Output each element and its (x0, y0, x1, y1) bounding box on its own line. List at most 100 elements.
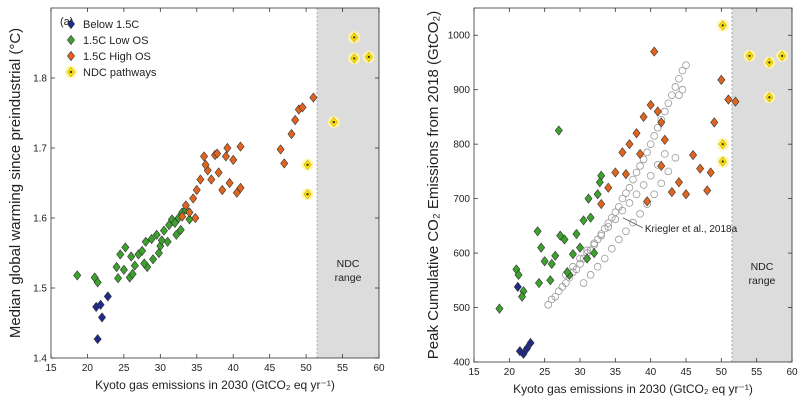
data-point-1-5c-high-os (309, 92, 318, 103)
series-below-1-5c (513, 281, 535, 359)
y-tick-label: 900 (453, 85, 470, 96)
data-point-kriegler (597, 231, 605, 240)
y-tick-label: 400 (453, 358, 470, 369)
data-point-1-5c-low-os (149, 254, 158, 265)
data-point-1-5c-low-os (119, 264, 128, 275)
data-point-1-5c-low-os (537, 242, 546, 253)
data-point-kriegler (675, 91, 683, 99)
data-point-1-5c-low-os (73, 270, 82, 281)
data-point-kriegler (600, 254, 609, 263)
data-point-1-5c-high-os (236, 141, 245, 152)
series-1-5c-high-os (178, 92, 318, 224)
data-point-1-5c-low-os (518, 291, 527, 302)
data-point-1-5c-low-os (495, 303, 504, 314)
data-point-kriegler (671, 153, 680, 162)
data-point-ndc-pathway (763, 91, 776, 104)
data-point-ndc-pathway (716, 138, 729, 151)
data-point-kriegler (664, 167, 673, 176)
data-point-1-5c-high-os (218, 184, 227, 196)
data-point-1-5c-low-os (128, 268, 137, 280)
data-point-1-5c-low-os (593, 189, 602, 200)
panel-b-cumulative-emissions-chart: NDC range 15 20 25 30 35 40 45 50 55 60 400 500 600 700… (425, 7, 798, 396)
data-point-kriegler (650, 132, 658, 140)
data-point-kriegler (562, 279, 570, 287)
ndc-range-label-line2: range (749, 275, 776, 287)
data-point-kriegler (675, 75, 683, 83)
x-tick-label: 45 (680, 367, 692, 378)
series-below-1-5c (92, 291, 112, 345)
y-tick-label: 500 (453, 303, 470, 314)
data-point-1-5c-high-os (682, 189, 690, 200)
data-point-ndc-pathway (301, 188, 314, 201)
data-point-kriegler (636, 162, 644, 170)
data-point-1-5c-high-os (214, 167, 223, 178)
data-point-1-5c-high-os (646, 99, 655, 111)
data-point-1-5c-low-os (586, 212, 595, 223)
data-point-1-5c-high-os (276, 144, 285, 155)
data-point-kriegler (653, 124, 662, 132)
series-1-5c-high-os (597, 46, 740, 210)
x-tick-label: 15 (45, 363, 57, 374)
data-point-below-1-5c (515, 346, 524, 357)
data-point-1-5c-high-os (717, 74, 726, 85)
data-point-below-1-5c (526, 337, 535, 349)
data-point-1-5c-high-os (657, 117, 666, 128)
data-point-1-5c-low-os (141, 236, 150, 247)
data-point-1-5c-low-os (138, 245, 147, 256)
ndc-range-shading (731, 8, 792, 362)
x-tick-label: 35 (191, 363, 203, 374)
data-point-1-5c-low-os (172, 229, 181, 240)
data-point-kriegler (544, 301, 552, 309)
data-point-kriegler (625, 183, 634, 192)
data-point-kriegler (650, 190, 658, 199)
data-point-1-5c-high-os (696, 163, 705, 174)
data-point-kriegler (576, 260, 584, 268)
legend-label: Below 1.5C (83, 19, 139, 31)
series-kriegler-et-al-2018a (544, 61, 690, 309)
data-point-1-5c-low-os (583, 253, 592, 264)
data-point-1-5c-high-os (639, 111, 648, 123)
data-point-kriegler (629, 175, 637, 184)
data-point-1-5c-high-os (618, 147, 627, 158)
data-point-kriegler (622, 189, 630, 197)
data-point-below-1-5c (513, 281, 522, 292)
x-tick-label: 25 (118, 363, 130, 374)
data-point-1-5c-high-os (689, 149, 698, 161)
data-point-kriegler (590, 239, 598, 248)
x-tick-label: 60 (786, 367, 798, 378)
data-point-below-1-5c (519, 348, 528, 359)
data-point-1-5c-high-os (229, 154, 238, 165)
data-point-1-5c-high-os (178, 211, 187, 222)
data-point-1-5c-high-os (191, 212, 200, 224)
y-tick-label: 1.6 (33, 214, 47, 225)
y-tick-label: 600 (453, 249, 470, 260)
data-point-ndc-pathway (348, 31, 361, 44)
data-point-1-5c-low-os (563, 267, 572, 278)
data-point-kriegler (611, 215, 620, 224)
data-point-kriegler (604, 219, 613, 227)
data-point-ndc-pathway (301, 158, 314, 171)
data-point-1-5c-high-os (196, 174, 205, 185)
y-tick-label: 1.7 (33, 144, 47, 155)
ndc-range-label-line1: NDC (337, 258, 360, 270)
data-point-1-5c-low-os (547, 258, 556, 270)
data-point-kriegler (629, 218, 637, 227)
kriegler-annotation: Kriegler et al., 2018a (645, 224, 738, 235)
data-point-kriegler (554, 287, 563, 296)
data-point-kriegler (671, 83, 680, 91)
y-axis-label: Peak Cumulative CO₂ Emissions from 2018 … (425, 11, 442, 359)
legend-marker (67, 50, 75, 62)
data-point-1-5c-low-os (159, 225, 168, 236)
data-point-1-5c-low-os (127, 251, 136, 262)
x-tick-label: 25 (539, 367, 551, 378)
data-point-ndc-pathway (763, 56, 776, 69)
data-point-1-5c-low-os (535, 277, 543, 289)
data-point-below-1-5c (93, 334, 102, 345)
data-point-kriegler (660, 107, 669, 116)
y-tick-label: 700 (453, 194, 470, 205)
data-point-kriegler (615, 235, 623, 244)
data-point-1-5c-low-os (579, 215, 588, 226)
data-point-1-5c-high-os (225, 177, 234, 189)
x-axis-label: Kyoto gas emissions in 2030 (GtCO₂ eq yr… (95, 378, 335, 392)
data-point-kriegler (632, 190, 641, 199)
